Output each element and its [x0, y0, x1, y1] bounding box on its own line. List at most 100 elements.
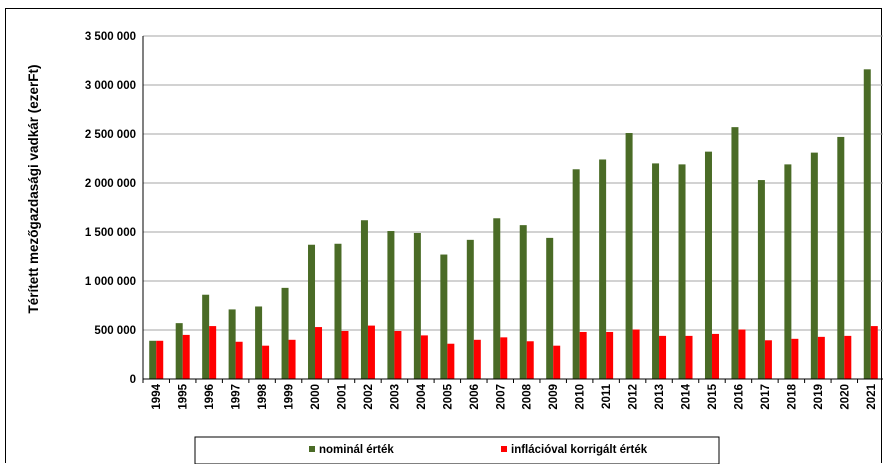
bar-inflation-adjusted: [341, 330, 349, 379]
bar-inflation-adjusted: [526, 341, 534, 379]
x-tick-label: 2008: [522, 383, 534, 409]
bar-nominal: [281, 287, 289, 379]
x-tick-label: 2001: [336, 383, 348, 409]
bar-inflation-adjusted: [447, 343, 455, 379]
bars: [149, 69, 878, 379]
bar-inflation-adjusted: [870, 326, 878, 379]
x-tick-label: 2009: [548, 384, 560, 410]
x-tick-label: 2017: [760, 384, 772, 410]
x-tick-label: 1995: [178, 383, 190, 409]
bar-nominal: [546, 237, 554, 379]
bar-nominal: [334, 243, 342, 379]
bar-nominal: [837, 136, 845, 379]
bar-inflation-adjusted: [315, 327, 323, 379]
bar-inflation-adjusted: [500, 337, 508, 379]
bar-inflation-adjusted: [659, 335, 667, 379]
gridlines: [143, 35, 883, 331]
bar-inflation-adjusted: [182, 334, 190, 379]
bar-nominal: [652, 163, 660, 379]
x-tick-label: 2000: [310, 384, 322, 410]
bar-nominal: [863, 69, 871, 379]
x-tick-label: 2016: [733, 384, 745, 410]
x-tick-label: 2011: [601, 383, 613, 409]
legend-box: [194, 436, 720, 464]
chart-frame: 0 500 000 1 000 000 1 500 000 2 000 000 2 500…: [5, 8, 883, 464]
bar-nominal: [255, 306, 263, 379]
legend-swatch-inflation-adjusted: [501, 446, 507, 452]
bar-chart: 0 500 000 1 000 000 1 500 000 2 000 000 2 500…: [26, 31, 883, 464]
bar-inflation-adjusted: [579, 331, 587, 379]
bar-nominal: [625, 133, 633, 379]
x-tick-label: 2015: [707, 383, 719, 409]
bar-nominal: [519, 225, 527, 379]
bar-nominal: [440, 254, 448, 379]
x-tick-label: 2012: [628, 384, 640, 410]
x-tick-label: 2013: [654, 384, 666, 410]
bar-inflation-adjusted: [553, 345, 561, 379]
bar-nominal: [466, 239, 474, 379]
x-tick-labels: 1994 1995 1996 1997 1998 1999 2000 2001 2002 2003…: [151, 383, 878, 409]
y-tick-label: 1 000 000: [85, 276, 136, 288]
bar-nominal: [228, 309, 236, 379]
bar-inflation-adjusted: [367, 325, 375, 379]
legend-label-nominal: nominál érték: [319, 444, 394, 456]
bar-inflation-adjusted: [473, 339, 481, 379]
y-tick-label: 1 500 000: [85, 227, 136, 239]
bar-inflation-adjusted: [209, 326, 217, 379]
bar-inflation-adjusted: [420, 335, 428, 379]
bar-inflation-adjusted: [235, 341, 243, 379]
bar-nominal: [572, 169, 580, 379]
bar-nominal: [810, 152, 818, 379]
x-tick-label: 1998: [257, 383, 269, 409]
x-tick-label: 2019: [813, 384, 825, 410]
bar-inflation-adjusted: [711, 333, 719, 379]
bar-inflation-adjusted: [685, 335, 693, 379]
x-tick-label: 1996: [204, 384, 216, 410]
bar-nominal: [175, 323, 183, 379]
bar-nominal: [704, 151, 712, 379]
bar-inflation-adjusted: [764, 340, 772, 379]
bar-nominal: [599, 159, 607, 379]
bar-inflation-adjusted: [844, 335, 852, 379]
bar-inflation-adjusted: [791, 338, 799, 379]
bar-nominal: [387, 231, 395, 379]
y-tick-label: 3 000 000: [85, 80, 136, 92]
x-tick-label: 2006: [469, 384, 481, 410]
bar-nominal: [784, 164, 792, 379]
x-tick-label: 2002: [363, 384, 375, 410]
y-tick-label: 2 500 000: [85, 129, 136, 141]
x-tick-label: 2014: [681, 383, 693, 409]
bar-inflation-adjusted: [156, 340, 164, 379]
bar-inflation-adjusted: [817, 336, 825, 379]
y-tick-label: 0: [130, 374, 136, 386]
bar-nominal: [202, 294, 210, 379]
bar-nominal: [678, 164, 686, 379]
x-tick-label: 1994: [151, 383, 163, 409]
legend-swatch-nominal: [309, 446, 315, 452]
x-tick-label: 2005: [442, 383, 454, 409]
x-tick-label: 2020: [839, 384, 851, 410]
bar-inflation-adjusted: [606, 331, 614, 379]
x-tick-label: 2007: [495, 384, 507, 410]
x-tick-label: 2010: [575, 384, 587, 410]
x-tick-label: 1999: [284, 384, 296, 410]
y-tick-label: 3 500 000: [85, 31, 136, 43]
legend: nominál érték inflációval korrigált érté…: [194, 436, 720, 464]
y-tick-label: 500 000: [94, 325, 136, 337]
bar-inflation-adjusted: [632, 329, 640, 379]
x-tick-label: 2021: [866, 383, 878, 409]
bar-nominal: [360, 220, 368, 379]
x-tick-label: 2004: [416, 383, 428, 409]
x-tick-label: 2003: [389, 384, 401, 410]
y-tick-labels: 0 500 000 1 000 000 1 500 000 2 000 000 2 500…: [85, 31, 136, 386]
y-axis-title: Térített mezőgazdasági vadkár (ezerFt): [26, 64, 41, 313]
bar-nominal: [149, 340, 157, 379]
bar-inflation-adjusted: [288, 339, 296, 379]
x-tick-label: 2018: [786, 383, 798, 409]
bar-nominal: [413, 232, 421, 379]
y-tick-label: 2 000 000: [85, 178, 136, 190]
bar-inflation-adjusted: [738, 329, 746, 379]
bar-nominal: [731, 127, 739, 379]
bar-nominal: [493, 218, 501, 379]
axes: [142, 36, 883, 383]
